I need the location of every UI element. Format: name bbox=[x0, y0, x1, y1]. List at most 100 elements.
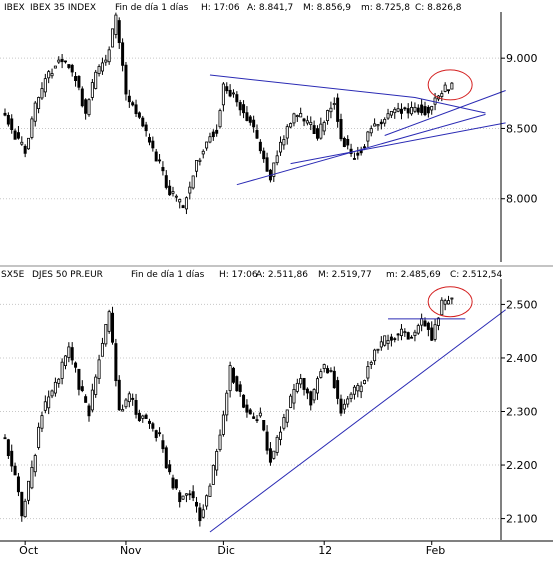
candle-body-up bbox=[104, 59, 108, 63]
candle-body-down bbox=[399, 108, 403, 114]
sx5e-trendlines bbox=[209, 286, 506, 533]
candle-body-down bbox=[346, 138, 350, 146]
candle-body-up bbox=[413, 331, 417, 336]
candle-body-down bbox=[423, 106, 427, 116]
candle-body-down bbox=[134, 104, 138, 115]
candle-body-down bbox=[158, 432, 162, 435]
candle-body-up bbox=[295, 382, 299, 392]
candle-body-up bbox=[326, 110, 330, 122]
candle-body-up bbox=[430, 106, 434, 111]
candle-body-down bbox=[245, 112, 249, 121]
candle-body-down bbox=[379, 121, 383, 125]
sx5e-title-close: C: 2.512,54 bbox=[450, 270, 503, 280]
candle-body-down bbox=[13, 130, 17, 140]
candle-body-down bbox=[252, 416, 256, 419]
ibex-title-name: IBEX 35 INDEX bbox=[30, 3, 96, 13]
candle-body-down bbox=[154, 430, 158, 438]
candle-body-up bbox=[30, 466, 34, 489]
candle-body-up bbox=[184, 197, 188, 210]
candle-body-down bbox=[406, 332, 410, 340]
candle-body-up bbox=[94, 376, 98, 395]
sx5e-title-name: DJES 50 PR.EUR bbox=[32, 270, 103, 280]
ibex-panel: IBEX IBEX 35 INDEX Fin de día 1 días H: … bbox=[0, 0, 553, 265]
candle-body-up bbox=[205, 141, 209, 149]
candle-body-down bbox=[121, 42, 125, 66]
candle-body-down bbox=[262, 150, 266, 160]
candle-body-down bbox=[326, 368, 330, 374]
candle-body-down bbox=[174, 479, 178, 489]
candle-body-down bbox=[131, 397, 135, 400]
candle-body-down bbox=[332, 370, 336, 389]
candle-body-up bbox=[319, 123, 323, 139]
candle-body-up bbox=[346, 398, 350, 405]
candle-body-up bbox=[450, 82, 454, 90]
candle-body-up bbox=[231, 92, 235, 95]
candle-body-down bbox=[168, 464, 172, 473]
candle-body-down bbox=[3, 437, 7, 440]
candle-body-up bbox=[383, 118, 387, 124]
candle-body-up bbox=[87, 99, 91, 116]
candle-body-down bbox=[158, 159, 162, 162]
candle-body-up bbox=[369, 361, 373, 365]
ibex-trendlines bbox=[209, 69, 506, 186]
candle-body-up bbox=[443, 84, 447, 92]
candle-body-up bbox=[198, 159, 202, 162]
candle-body-down bbox=[117, 20, 121, 44]
candle-body-down bbox=[161, 440, 165, 450]
x-tick-label: Nov bbox=[120, 544, 142, 557]
candle-body-up bbox=[218, 110, 222, 128]
candle-body-up bbox=[305, 120, 309, 124]
candle-body-down bbox=[228, 89, 232, 97]
candle-body-up bbox=[37, 426, 41, 448]
candle-body-up bbox=[433, 324, 437, 340]
candle-body-up bbox=[342, 403, 346, 410]
candle-body-down bbox=[16, 476, 20, 493]
candle-body-up bbox=[282, 139, 286, 146]
candle-body-up bbox=[272, 162, 276, 177]
candle-body-down bbox=[144, 414, 148, 419]
candle-body-up bbox=[373, 349, 377, 362]
candle-body-up bbox=[436, 317, 440, 326]
sx5e-candles bbox=[3, 295, 454, 527]
support-line bbox=[209, 309, 506, 533]
candle-body-up bbox=[359, 385, 363, 393]
candle-body-down bbox=[80, 386, 84, 392]
candle-body-up bbox=[47, 396, 51, 409]
candle-body-up bbox=[447, 300, 451, 305]
candle-body-up bbox=[420, 318, 424, 326]
candle-body-up bbox=[97, 66, 101, 74]
candle-body-down bbox=[161, 167, 165, 172]
candle-body-up bbox=[20, 141, 24, 145]
candle-body-up bbox=[258, 412, 262, 417]
candle-body-up bbox=[416, 325, 420, 334]
candle-body-up bbox=[57, 59, 61, 63]
candle-body-down bbox=[225, 86, 229, 92]
candle-body-up bbox=[43, 401, 47, 411]
candle-body-up bbox=[27, 137, 31, 150]
candle-body-down bbox=[312, 125, 316, 134]
candle-body-down bbox=[137, 112, 141, 118]
candle-body-up bbox=[50, 73, 54, 77]
candle-body-down bbox=[74, 76, 78, 81]
candle-body-up bbox=[443, 300, 447, 305]
candle-body-up bbox=[275, 436, 279, 453]
candle-body-up bbox=[332, 103, 336, 106]
candle-body-up bbox=[124, 399, 128, 408]
candle-body-up bbox=[201, 150, 205, 155]
sx5e-title-high: M: 2.519,77 bbox=[318, 270, 372, 280]
candle-body-down bbox=[426, 322, 430, 330]
candle-body-up bbox=[60, 361, 64, 379]
candle-body-up bbox=[369, 128, 373, 134]
candle-body-up bbox=[201, 509, 205, 518]
candle-body-up bbox=[90, 82, 94, 98]
candle-body-up bbox=[315, 378, 319, 394]
ibex-title-high: M: 8.856,9 bbox=[303, 3, 351, 13]
candle-body-up bbox=[363, 380, 367, 385]
sx5e-panel: SX5E DJES 50 PR.EUR Fin de día 1 días H:… bbox=[0, 270, 538, 540]
candle-body-down bbox=[349, 148, 353, 154]
ibex-panel-background bbox=[0, 0, 553, 265]
candle-body-up bbox=[33, 455, 37, 473]
candle-body-up bbox=[393, 108, 397, 114]
candle-body-up bbox=[386, 113, 390, 119]
